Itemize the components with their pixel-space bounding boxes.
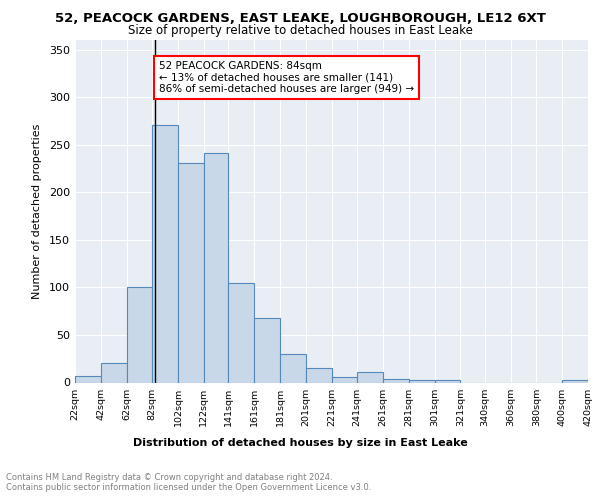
Bar bbox=[127, 288, 152, 382]
Text: Contains HM Land Registry data © Crown copyright and database right 2024.: Contains HM Land Registry data © Crown c… bbox=[6, 472, 332, 482]
Text: Distribution of detached houses by size in East Leake: Distribution of detached houses by size … bbox=[133, 438, 467, 448]
Bar bbox=[204, 153, 229, 382]
Bar bbox=[280, 354, 306, 382]
Bar bbox=[75, 376, 101, 382]
Bar bbox=[101, 364, 127, 382]
Bar bbox=[383, 378, 409, 382]
Text: 52 PEACOCK GARDENS: 84sqm
← 13% of detached houses are smaller (141)
86% of semi: 52 PEACOCK GARDENS: 84sqm ← 13% of detac… bbox=[159, 61, 414, 94]
Bar bbox=[178, 162, 204, 382]
Bar bbox=[331, 377, 357, 382]
Text: 52, PEACOCK GARDENS, EAST LEAKE, LOUGHBOROUGH, LE12 6XT: 52, PEACOCK GARDENS, EAST LEAKE, LOUGHBO… bbox=[55, 12, 545, 26]
Bar bbox=[152, 124, 178, 382]
Bar bbox=[306, 368, 331, 382]
Y-axis label: Number of detached properties: Number of detached properties bbox=[32, 124, 42, 299]
Bar bbox=[434, 380, 460, 382]
Bar bbox=[254, 318, 280, 382]
Bar bbox=[562, 380, 588, 382]
Text: Size of property relative to detached houses in East Leake: Size of property relative to detached ho… bbox=[128, 24, 472, 37]
Bar bbox=[409, 380, 434, 382]
Bar bbox=[357, 372, 383, 382]
Bar bbox=[229, 282, 254, 382]
Text: Contains public sector information licensed under the Open Government Licence v3: Contains public sector information licen… bbox=[6, 484, 371, 492]
